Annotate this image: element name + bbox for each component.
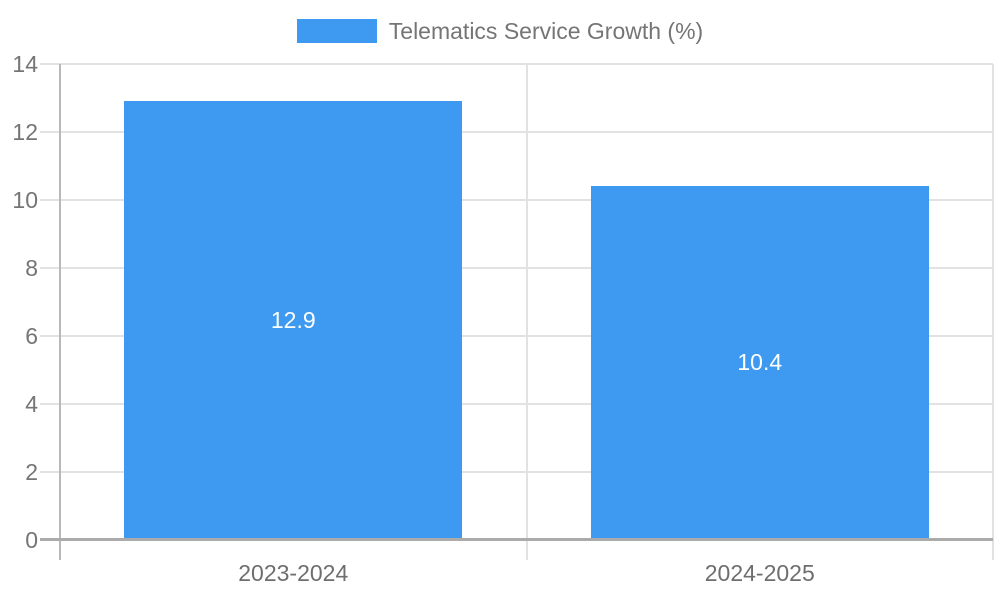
y-tick-label-8: 8 (25, 255, 38, 281)
gridline-y-8 (40, 267, 993, 269)
y-tick-label-0: 0 (25, 527, 38, 553)
gridline-y-6 (40, 335, 993, 337)
bar-value-label-2024-2025: 10.4 (737, 349, 783, 375)
y-tick-label-12: 12 (12, 119, 38, 145)
bar-2024-2025[interactable]: 10.4 (590, 186, 929, 538)
y-tick-label-14: 14 (12, 51, 38, 77)
y-tick-label-10: 10 (12, 187, 38, 213)
gridline-x-1 (525, 64, 528, 560)
legend-item[interactable]: Telematics Service Growth (%) (0, 18, 1000, 44)
y-tick-label-6: 6 (25, 323, 38, 349)
y-tick-label-4: 4 (25, 391, 38, 417)
x-axis-line (40, 538, 993, 541)
gridline-y-14 (40, 63, 993, 65)
gridline-y-10 (40, 199, 993, 201)
gridline-y-2 (40, 471, 993, 473)
legend-swatch (296, 19, 377, 43)
y-axis-line (59, 64, 61, 560)
gridline-y-12 (40, 131, 993, 133)
gridline-y-4 (40, 403, 993, 405)
plot-area: 0 2 4 6 8 10 12 14 12.9 2023-2024 10.4 2024-2025 (12, 52, 994, 586)
bar-2023-2024[interactable]: 12.9 (124, 101, 463, 538)
x-tick-label-2024-2025: 2024-2025 (704, 560, 815, 586)
x-tick-label-2023-2024: 2023-2024 (238, 560, 349, 586)
bar-value-label-2023-2024: 12.9 (270, 306, 316, 333)
legend-label: Telematics Service Growth (%) (388, 17, 704, 44)
y-tick-label-2: 2 (25, 459, 38, 485)
gridline-x-2 (992, 64, 994, 560)
